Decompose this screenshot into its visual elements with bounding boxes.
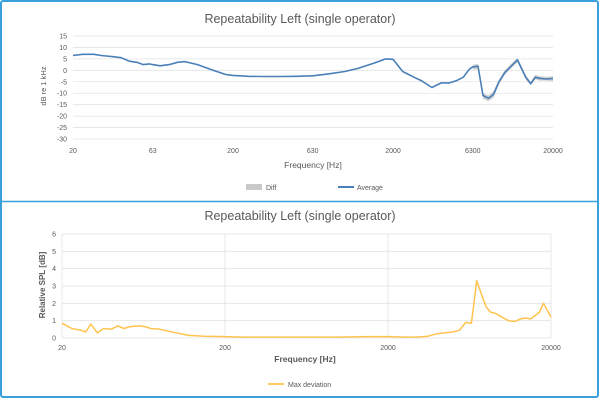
gridlines-top — [73, 35, 553, 140]
chart-panel-bottom: Repeatability Left (single operator) 6 5 4… — [38, 209, 561, 389]
legend-bottom: Max deviation — [268, 382, 331, 389]
x-axis-label-top: Frequency [Hz] — [284, 160, 342, 170]
x-ticks-bottom: 20 200 2000 20000 — [58, 345, 561, 352]
y-tick-label: -25 — [57, 125, 67, 132]
y-tick-label: -10 — [57, 91, 67, 98]
legend-label-average: Average — [357, 185, 383, 192]
x-tick-label: 2000 — [380, 345, 396, 352]
chart-title-top: Repeatability Left (single operator) — [204, 12, 395, 26]
y-tick-label: 5 — [63, 56, 67, 63]
x-tick-label: 20000 — [541, 345, 561, 352]
x-tick-label: 20000 — [543, 148, 563, 155]
x-tick-label: 200 — [227, 148, 239, 155]
y-tick-label: 2 — [52, 301, 56, 308]
y-ticks-bottom: 6 5 4 3 2 1 0 — [52, 232, 56, 343]
y-tick-label: 6 — [52, 232, 56, 239]
y-axis-label-top: dB re 1 kHz — [39, 66, 48, 105]
x-tick-label: 6300 — [465, 148, 481, 155]
x-tick-label: 630 — [307, 148, 319, 155]
series-average-line — [72, 53, 554, 100]
series-max-deviation-line — [61, 280, 552, 338]
chart-panel-top: Repeatability Left (single operator) 151… — [39, 12, 563, 192]
y-tick-label: 15 — [59, 34, 67, 41]
legend-swatch-diff — [246, 184, 262, 190]
y-tick-label: -30 — [57, 137, 67, 144]
chart-title-bottom: Repeatability Left (single operator) — [204, 209, 395, 223]
x-tick-label: 2000 — [385, 148, 401, 155]
x-tick-label: 63 — [149, 148, 157, 155]
y-tick-label: 0 — [63, 68, 67, 75]
legend-label-max-deviation: Max deviation — [288, 382, 331, 389]
y-tick-label: 5 — [52, 249, 56, 256]
y-tick-label: 1 — [52, 318, 56, 325]
y-tick-label: 4 — [52, 266, 56, 273]
x-tick-label: 200 — [219, 345, 231, 352]
y-tick-label: 0 — [52, 336, 56, 343]
gridlines-bottom — [61, 233, 552, 339]
series-bottom — [61, 280, 552, 338]
legend-top: Diff Average — [246, 184, 383, 192]
y-tick-label: 3 — [52, 284, 56, 291]
legend-label-diff: Diff — [266, 185, 276, 192]
y-tick-label: 10 — [59, 45, 67, 52]
y-tick-label: -5 — [61, 79, 67, 86]
y-tick-label: -20 — [57, 114, 67, 121]
series-diff-band — [472, 57, 553, 102]
x-ticks-top: 20 63 200 630 2000 6300 20000 — [69, 148, 563, 155]
y-ticks-top: 15 10 5 0 -5 -10 -15 -20 -25 -30 — [57, 34, 67, 144]
x-axis-label-bottom: Frequency [Hz] — [274, 354, 336, 364]
x-tick-label: 20 — [58, 345, 66, 352]
y-tick-label: -15 — [57, 102, 67, 109]
y-axis-label-bottom: Relative SPL [dB] — [38, 251, 47, 318]
series-top — [72, 53, 554, 102]
x-tick-label: 20 — [69, 148, 77, 155]
